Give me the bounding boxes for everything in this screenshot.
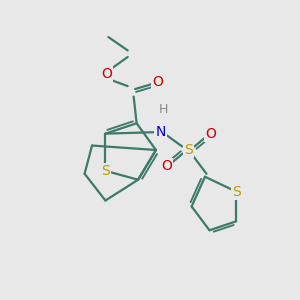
Text: O: O: [152, 75, 163, 88]
Text: H: H: [159, 103, 168, 116]
Text: S: S: [232, 184, 241, 199]
Text: O: O: [161, 159, 172, 173]
Text: S: S: [101, 164, 110, 178]
Text: O: O: [206, 127, 216, 141]
Text: O: O: [101, 67, 112, 81]
Text: S: S: [184, 143, 193, 157]
Text: N: N: [155, 125, 166, 139]
